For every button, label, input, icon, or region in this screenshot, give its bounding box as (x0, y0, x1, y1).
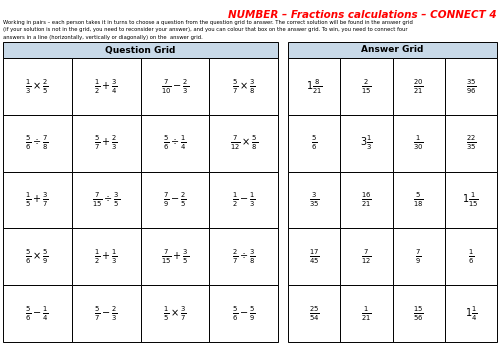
Bar (140, 115, 209, 172)
Bar (288, 228, 340, 285)
Bar (3, 58, 72, 115)
Text: $\frac{5}{7}-\frac{2}{3}$: $\frac{5}{7}-\frac{2}{3}$ (94, 304, 118, 323)
Text: Answer Grid: Answer Grid (362, 46, 424, 55)
Text: Question Grid: Question Grid (106, 46, 176, 55)
Bar (392, 58, 445, 115)
Bar (445, 115, 497, 172)
Text: $\frac{2}{15}$: $\frac{2}{15}$ (361, 77, 372, 95)
Bar (3, 42, 278, 58)
Bar (140, 172, 209, 228)
Text: $\frac{5}{6}\div\frac{7}{8}$: $\frac{5}{6}\div\frac{7}{8}$ (26, 134, 50, 152)
Bar (140, 228, 209, 285)
Text: (if your solution is not in the grid, you need to reconsider your answer), and y: (if your solution is not in the grid, yo… (3, 27, 407, 33)
Text: $\frac{20}{21}$: $\frac{20}{21}$ (414, 77, 424, 95)
Bar (72, 228, 140, 285)
Text: $\frac{1}{2}+\frac{1}{3}$: $\frac{1}{2}+\frac{1}{3}$ (94, 248, 118, 266)
Bar (340, 285, 392, 342)
Bar (209, 172, 278, 228)
Text: $3\frac{1}{3}$: $3\frac{1}{3}$ (360, 134, 372, 152)
Text: $\frac{22}{35}$: $\frac{22}{35}$ (466, 134, 476, 152)
Text: Working in pairs – each person takes it in turns to choose a question from the q: Working in pairs – each person takes it … (3, 20, 413, 25)
Bar (288, 58, 340, 115)
Bar (288, 115, 340, 172)
Bar (209, 228, 278, 285)
Bar (3, 228, 72, 285)
Bar (3, 115, 72, 172)
Text: $\frac{5}{6}\div\frac{1}{4}$: $\frac{5}{6}\div\frac{1}{4}$ (163, 134, 187, 152)
Text: $\frac{17}{45}$: $\frac{17}{45}$ (309, 248, 320, 266)
Text: $1\frac{1}{15}$: $1\frac{1}{15}$ (462, 191, 479, 209)
Text: $\frac{3}{35}$: $\frac{3}{35}$ (309, 191, 320, 209)
Text: $\frac{1}{30}$: $\frac{1}{30}$ (414, 134, 424, 152)
Bar (209, 58, 278, 115)
Text: $1\frac{1}{4}$: $1\frac{1}{4}$ (464, 304, 477, 323)
Text: $\frac{1}{21}$: $\frac{1}{21}$ (361, 304, 372, 323)
Text: $\frac{1}{5}+\frac{3}{7}$: $\frac{1}{5}+\frac{3}{7}$ (26, 191, 50, 209)
Bar (288, 285, 340, 342)
Text: $\frac{1}{6}$: $\frac{1}{6}$ (468, 248, 474, 266)
Bar (340, 228, 392, 285)
Bar (392, 285, 445, 342)
Bar (72, 172, 140, 228)
Text: $\frac{5}{6}-\frac{1}{4}$: $\frac{5}{6}-\frac{1}{4}$ (26, 304, 50, 323)
Text: $\frac{7}{12}\times\frac{5}{8}$: $\frac{7}{12}\times\frac{5}{8}$ (230, 134, 258, 152)
Bar (445, 228, 497, 285)
Text: $\frac{5}{6}$: $\frac{5}{6}$ (311, 134, 318, 152)
Text: $\frac{5}{7}\times\frac{3}{8}$: $\frac{5}{7}\times\frac{3}{8}$ (232, 77, 256, 95)
Text: $\frac{7}{12}$: $\frac{7}{12}$ (361, 248, 372, 266)
Bar (72, 58, 140, 115)
Bar (140, 58, 209, 115)
Text: $\frac{1}{5}\times\frac{3}{7}$: $\frac{1}{5}\times\frac{3}{7}$ (163, 304, 187, 323)
Bar (288, 172, 340, 228)
Text: $\frac{2}{7}\div\frac{3}{8}$: $\frac{2}{7}\div\frac{3}{8}$ (232, 248, 256, 266)
Text: $1\frac{8}{21}$: $1\frac{8}{21}$ (306, 77, 322, 95)
Bar (392, 115, 445, 172)
Text: $\frac{5}{7}+\frac{2}{3}$: $\frac{5}{7}+\frac{2}{3}$ (94, 134, 118, 152)
Bar (340, 58, 392, 115)
Bar (392, 228, 445, 285)
Text: $\frac{7}{9}$: $\frac{7}{9}$ (416, 248, 422, 266)
Bar (209, 285, 278, 342)
Text: $\frac{5}{6}\times\frac{5}{9}$: $\frac{5}{6}\times\frac{5}{9}$ (26, 248, 50, 266)
Text: $\frac{35}{96}$: $\frac{35}{96}$ (466, 77, 476, 95)
Bar (3, 285, 72, 342)
Bar (72, 285, 140, 342)
Text: answers in a line (horizontally, vertically or diagonally) on the  answer grid.: answers in a line (horizontally, vertica… (3, 35, 203, 40)
Bar (445, 58, 497, 115)
Text: $\frac{1}{2}+\frac{3}{4}$: $\frac{1}{2}+\frac{3}{4}$ (94, 77, 118, 95)
Bar (72, 115, 140, 172)
Text: $\frac{5}{18}$: $\frac{5}{18}$ (414, 191, 424, 209)
Text: $\frac{15}{56}$: $\frac{15}{56}$ (414, 304, 424, 323)
Bar (209, 115, 278, 172)
Bar (140, 285, 209, 342)
Text: $\frac{7}{15}+\frac{3}{5}$: $\frac{7}{15}+\frac{3}{5}$ (161, 248, 189, 266)
Text: $\frac{16}{21}$: $\frac{16}{21}$ (361, 191, 372, 209)
Bar (445, 285, 497, 342)
Text: $\frac{7}{10}-\frac{2}{3}$: $\frac{7}{10}-\frac{2}{3}$ (161, 77, 189, 95)
Text: $\frac{7}{15}\div\frac{3}{5}$: $\frac{7}{15}\div\frac{3}{5}$ (92, 191, 120, 209)
Bar (445, 172, 497, 228)
Bar (288, 42, 497, 58)
Bar (392, 172, 445, 228)
Bar (340, 115, 392, 172)
Text: $\frac{1}{2}-\frac{1}{3}$: $\frac{1}{2}-\frac{1}{3}$ (232, 191, 256, 209)
Text: $\frac{7}{9}-\frac{2}{5}$: $\frac{7}{9}-\frac{2}{5}$ (163, 191, 187, 209)
Text: $\frac{1}{3}\times\frac{2}{5}$: $\frac{1}{3}\times\frac{2}{5}$ (26, 77, 50, 95)
Text: NUMBER – Fractions calculations – CONNECT 4: NUMBER – Fractions calculations – CONNEC… (228, 10, 497, 20)
Bar (340, 172, 392, 228)
Text: $\frac{5}{6}-\frac{5}{9}$: $\frac{5}{6}-\frac{5}{9}$ (232, 304, 256, 323)
Bar (3, 172, 72, 228)
Text: $\frac{25}{54}$: $\frac{25}{54}$ (309, 304, 320, 323)
